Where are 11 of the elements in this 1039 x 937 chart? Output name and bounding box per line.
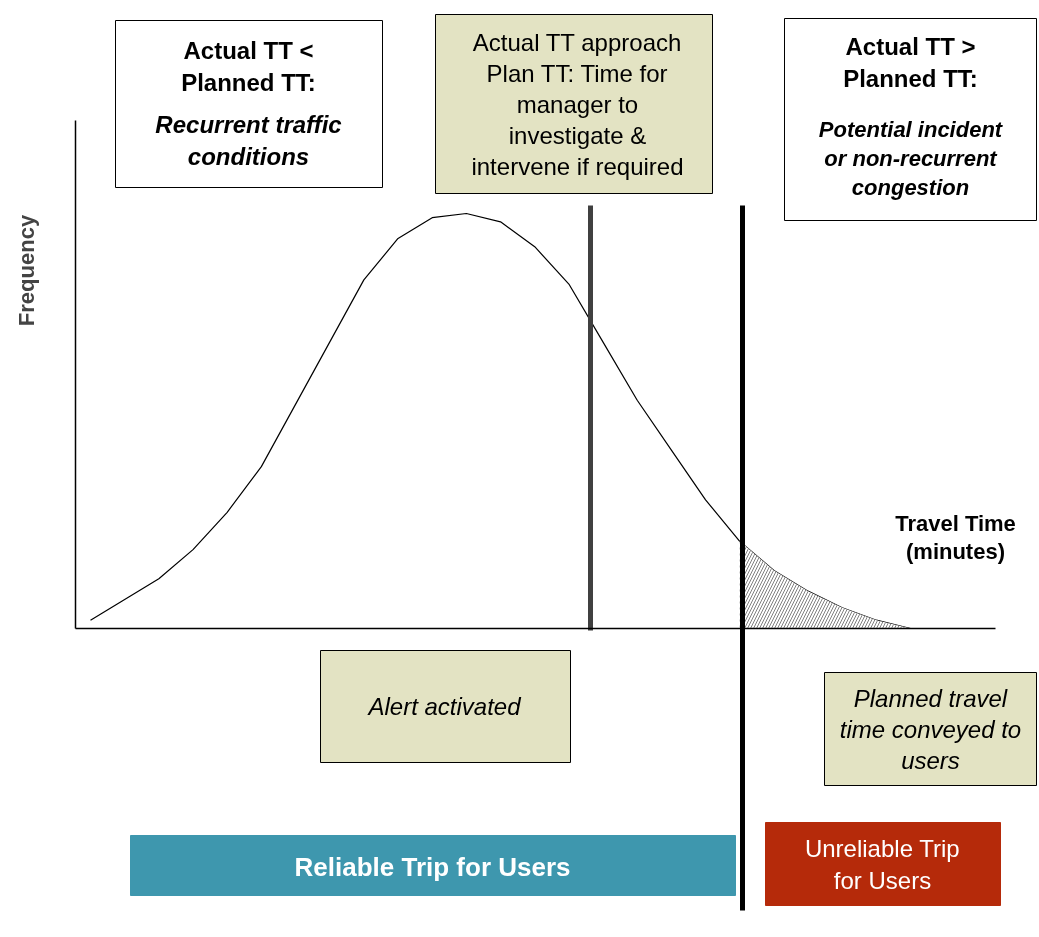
text: Planned travel time conveyed to users [839, 684, 1022, 775]
x-axis-title: Travel Time (minutes) [895, 510, 1016, 565]
text: Actual TT > Planned TT: [843, 33, 978, 92]
text: Alert activated [366, 693, 522, 720]
text: Recurrent traffic conditions [155, 111, 342, 170]
text: Actual TT < Planned TT: [181, 37, 316, 96]
text: Potential incident or non-recurrent congestion [818, 117, 1004, 200]
y-axis-title: Frequency [14, 214, 39, 327]
text: Reliable Trip for Users [294, 851, 571, 882]
text: Unreliable Trip for Users [804, 835, 960, 894]
text: Actual TT approach Plan TT: Time for manager to investigate & intervene if required [471, 28, 684, 181]
